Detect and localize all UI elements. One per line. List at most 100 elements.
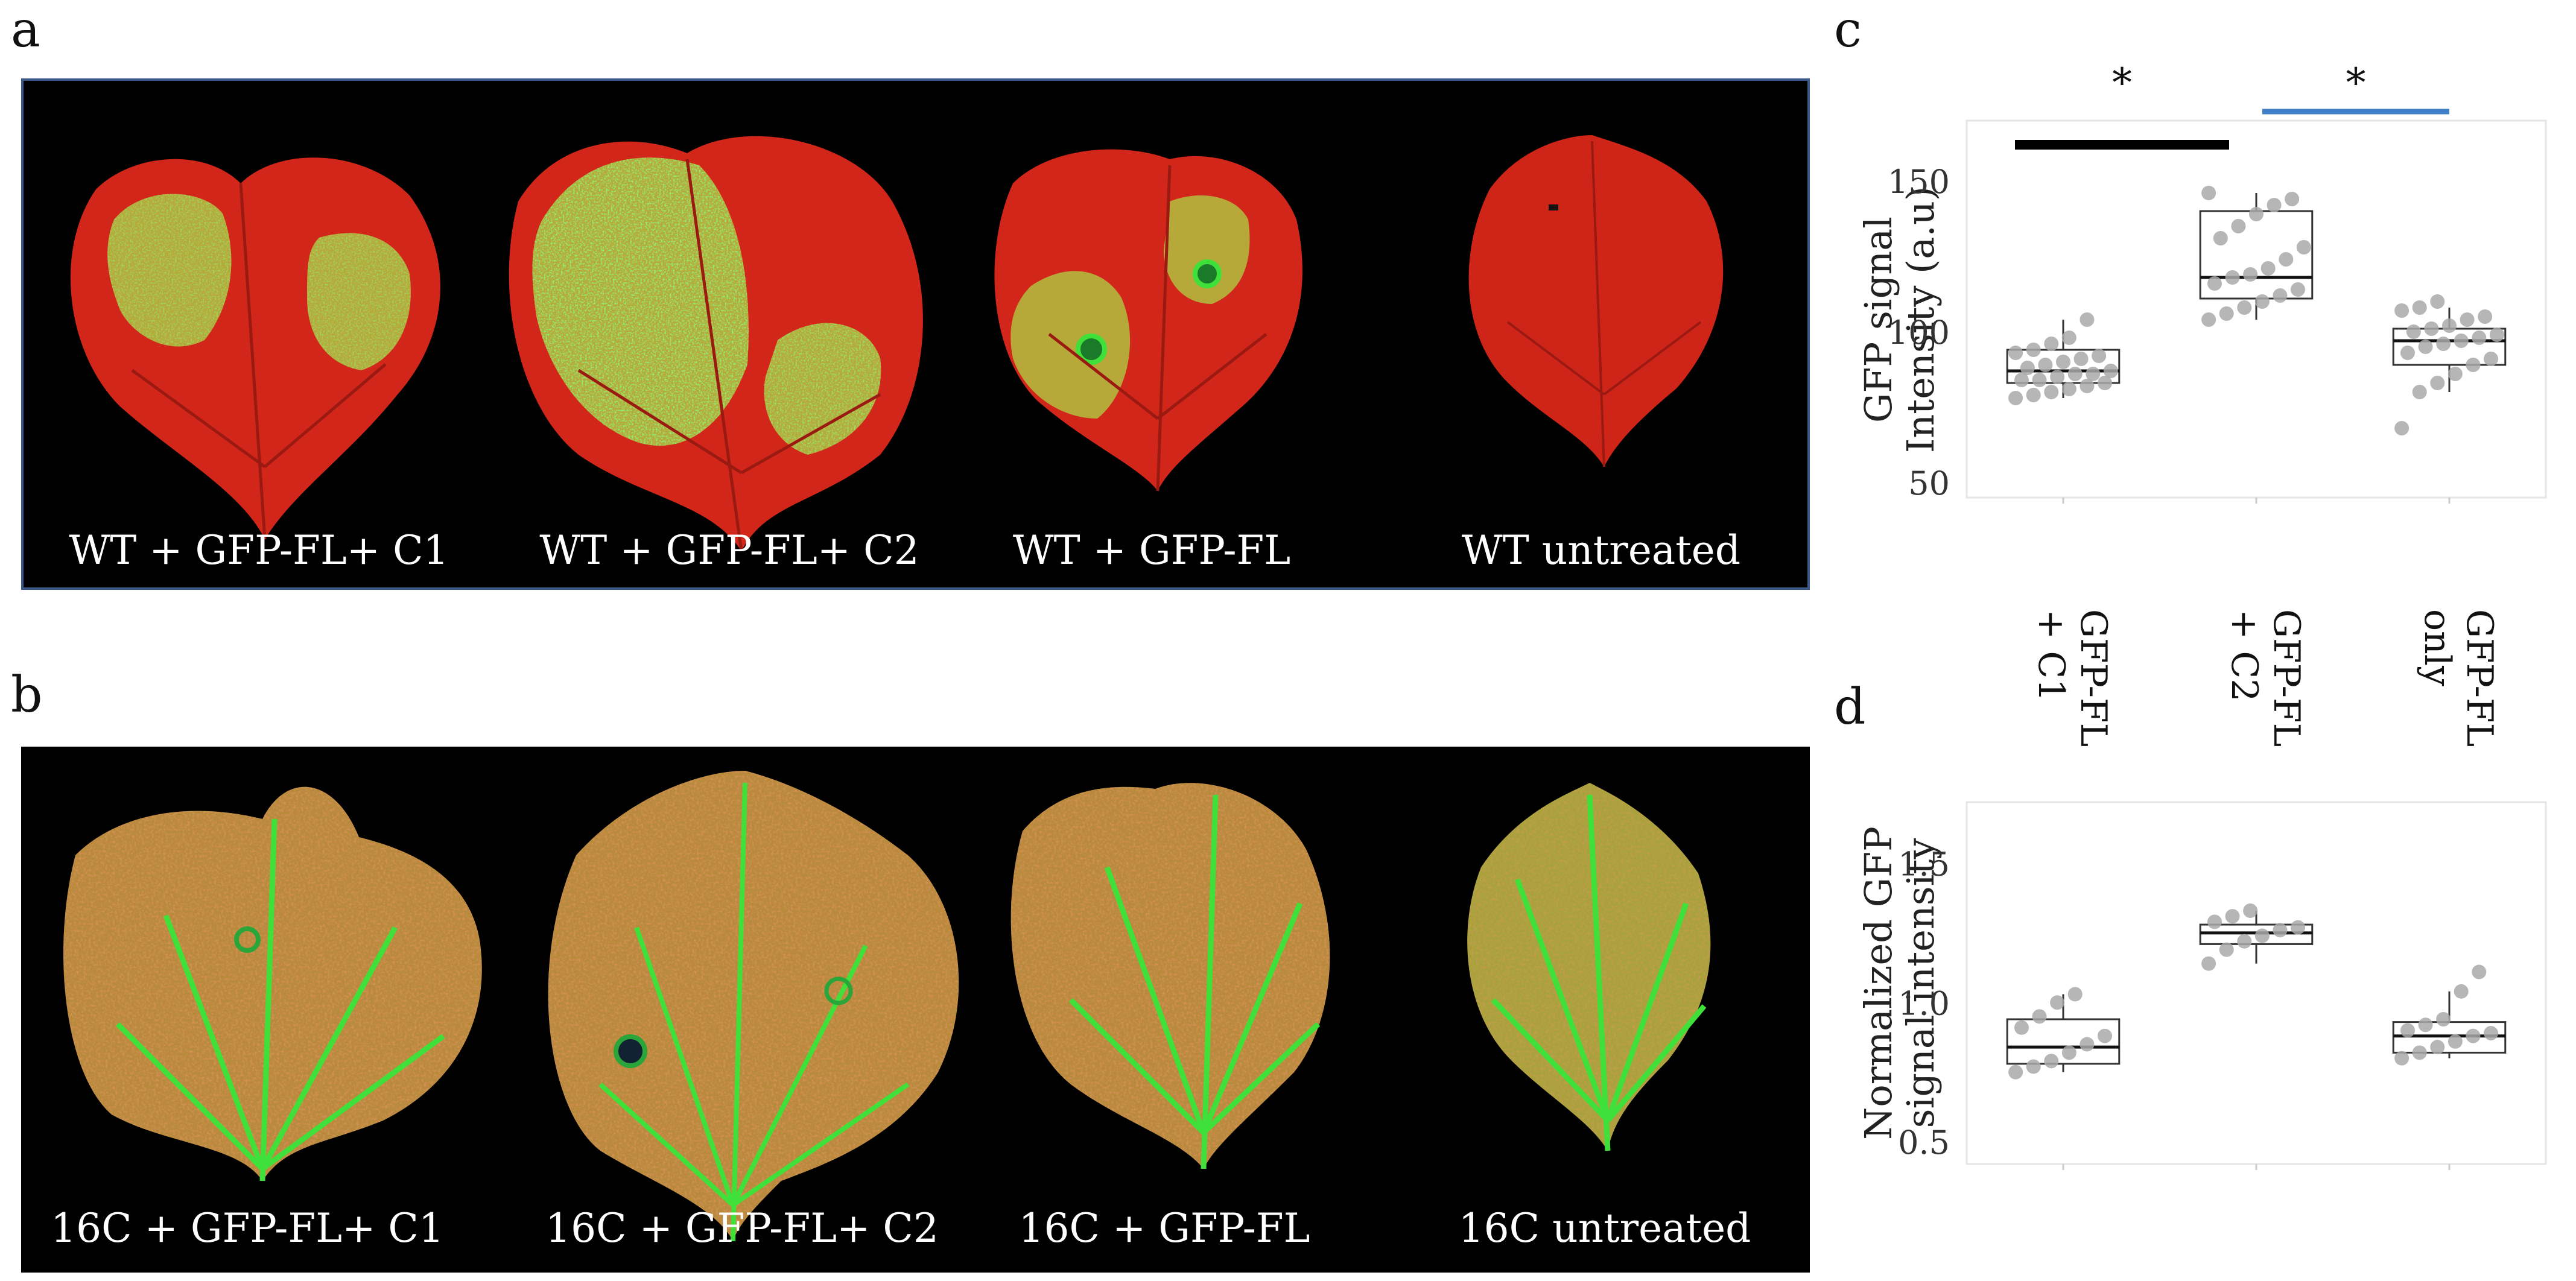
panel-d-letter: d [1834, 678, 1866, 736]
panel-b-image: 16C + GFP-FL+ C1 16C + GFP-FL+ C2 16C + … [21, 747, 1810, 1273]
chart-c-significance: * * [2015, 60, 2449, 150]
chart-c-data-point [2273, 288, 2288, 303]
leaf-wt-c2 [509, 136, 923, 552]
chart-c-ylabel-line2: Intensity (a.u) [1899, 186, 1943, 453]
chart-d-data-point [2418, 1017, 2433, 1033]
chart-c-data-point [2207, 276, 2222, 291]
chart-d-category-label-line: GFP-FL [2458, 609, 2501, 747]
chart-c-data-point [2050, 370, 2065, 384]
chart-d-data-point [2061, 1045, 2076, 1060]
panel-a-leaves [70, 135, 1724, 552]
chart-c-data-point [2061, 382, 2076, 396]
chart-c-data-point [2430, 294, 2445, 309]
chart-d-data-point [2201, 956, 2216, 971]
chart-c-data-point [2243, 267, 2258, 282]
chart-d-data-point [2273, 923, 2288, 938]
chart-c-data-point [2267, 198, 2282, 212]
chart-c-data-point [2038, 358, 2053, 372]
chart-c-data-point [2026, 388, 2041, 402]
chart-d: Normalized GFP signal intensity GFP-FL+ … [1856, 609, 2547, 1170]
chart-d-data-point [2050, 995, 2065, 1010]
chart-c-data-point [2412, 300, 2427, 315]
chart-d-data-point [2044, 1054, 2059, 1069]
chart-c-data-point [2014, 373, 2029, 387]
chart-d-data-point [2080, 1037, 2095, 1052]
chart-d-data-point [2436, 1012, 2451, 1026]
chart-d-box-1 [2006, 987, 2121, 1080]
chart-c-data-point [2067, 367, 2083, 381]
chart-c-data-point [2237, 300, 2252, 315]
chart-d-data-point [2026, 1059, 2041, 1074]
chart-d-data-point [2014, 1020, 2029, 1035]
chart-c-box-3 [2392, 294, 2507, 435]
chart-c-data-point [2394, 303, 2409, 318]
caption-b-4: 16C untreated [1458, 1205, 1751, 1251]
chart-c-plot [1965, 119, 2547, 504]
chart-d-category-label-2: GFP-FL+ C2 [2223, 609, 2308, 747]
leaf-wt-untreated [1468, 135, 1724, 467]
chart-c-ytick-label: 100 [1888, 314, 1950, 352]
chart-d-box-2 [2199, 903, 2314, 971]
chart-d-category-label-line: GFP-FL [2265, 609, 2308, 747]
chart-c-data-point [2213, 231, 2228, 245]
chart-d-ytick-labels: 0.5 1.0 1.5 [1898, 846, 1950, 1162]
caption-a-1: WT + GFP-FL+ C1 [69, 527, 449, 574]
chart-c-data-point [2201, 312, 2216, 327]
chart-d-data-point [2067, 987, 2083, 1002]
chart-c-data-point [2466, 358, 2481, 372]
chart-c-data-point [2032, 373, 2047, 387]
chart-d-data-point [2454, 984, 2469, 999]
chart-c-data-point [2454, 334, 2469, 348]
chart-c-data-point [2231, 219, 2246, 233]
chart-d-data-point [2098, 1028, 2113, 1043]
chart-d-ytick-label: 1.5 [1898, 846, 1950, 884]
significance-star-2: * [2346, 60, 2366, 106]
leaf-16c-untreated [1467, 783, 1711, 1151]
chart-d-data-point [2254, 928, 2270, 943]
chart-c-data-point [2073, 352, 2089, 366]
chart-c-data-point [2394, 421, 2409, 435]
chart-c-ylabel: GFP signal Intensity (a.u) [1856, 186, 1943, 453]
chart-d-category-label-line: + C1 [2030, 609, 2072, 701]
chart-d-data-point [2394, 1051, 2409, 1066]
panel-b-leaves [63, 771, 1711, 1242]
chart-d-ytick-label: 1.0 [1898, 984, 1950, 1022]
panel-a-letter: a [11, 1, 40, 59]
chart-d-ylabel-line2: signal intensity [1899, 838, 1943, 1128]
chart-c-data-point [2103, 364, 2118, 378]
chart-d-data-point [2466, 1028, 2481, 1043]
chart-c-data-point [2291, 282, 2306, 297]
chart-c-data-point [2044, 385, 2059, 399]
chart-c-data-point [2201, 186, 2216, 200]
panel-b-letter: b [11, 666, 43, 724]
chart-d-data-point [2484, 1026, 2499, 1041]
chart-d-plot [1965, 801, 2547, 1170]
leaf-16c-c2 [548, 771, 959, 1242]
caption-a-3: WT + GFP-FL [1012, 527, 1291, 574]
caption-b-1: 16C + GFP-FL+ C1 [51, 1205, 444, 1251]
chart-c-data-point [2296, 240, 2311, 255]
chart-c-data-point [2489, 327, 2504, 342]
chart-c-data-point [2080, 379, 2095, 393]
chart-c-data-point [2008, 346, 2023, 360]
chart-c-ytick-labels: 50 100 150 [1888, 163, 1950, 502]
chart-d-data-point [2225, 909, 2240, 924]
chart-c-data-point [2412, 385, 2427, 399]
chart-d-data-point [2243, 903, 2258, 918]
chart-d-box-3 [2392, 964, 2507, 1066]
chart-c-data-point [2086, 367, 2101, 381]
chart-d-data-point [2008, 1064, 2023, 1080]
chart-c-data-point [2044, 337, 2059, 351]
chart-c-data-point [2092, 349, 2107, 363]
chart-c-data-point [2225, 270, 2240, 285]
chart-c-data-point [2026, 343, 2041, 357]
chart-c-data-point [2406, 324, 2421, 339]
chart-d-data-point [2032, 1009, 2047, 1024]
chart-c-data-point [2436, 337, 2451, 351]
chart-d-data-point [2219, 942, 2234, 957]
chart-c-data-point [2478, 309, 2493, 324]
leaf-wt-gfp [994, 149, 1302, 492]
caption-a-4: WT untreated [1461, 527, 1741, 574]
